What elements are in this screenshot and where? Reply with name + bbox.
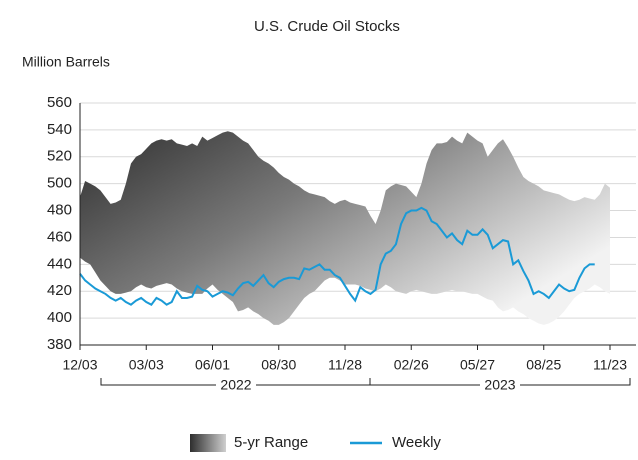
y-tick-label: 520: [47, 148, 72, 165]
y-tick-label: 480: [47, 202, 72, 219]
y-tick-label: 420: [47, 282, 72, 299]
year-label: 2023: [484, 377, 515, 393]
x-tick-label: 03/03: [129, 357, 164, 373]
legend-swatch: [190, 434, 226, 452]
y-tick-label: 560: [47, 94, 72, 111]
x-tick-label: 12/03: [62, 357, 97, 373]
year-label: 2022: [220, 377, 251, 393]
y-tick-label: 540: [47, 121, 72, 138]
y-tick-label: 400: [47, 309, 72, 326]
chart-title: U.S. Crude Oil Stocks: [254, 18, 400, 35]
y-tick-label: 440: [47, 255, 72, 272]
x-tick-label: 05/27: [460, 357, 495, 373]
bracket-2023: [370, 378, 631, 386]
year-label-bg: [480, 377, 520, 393]
legend-label: Weekly: [392, 434, 441, 451]
y-tick-label: 460: [47, 228, 72, 245]
x-tick-label: 11/23: [593, 357, 627, 373]
x-tick-label: 08/25: [526, 357, 561, 373]
x-tick-label: 08/30: [261, 357, 296, 373]
year-brackets: [100, 378, 631, 386]
weekly-line: [79, 206, 595, 306]
legend-label: 5-yr Range: [234, 434, 308, 451]
x-tick-label: 06/01: [195, 357, 230, 373]
x-tick-label: 02/26: [394, 357, 429, 373]
year-label-bg: [216, 377, 256, 393]
range-band: [80, 131, 610, 325]
x-tick-label: 11/28: [328, 357, 362, 373]
y-axis-label: Million Barrels: [22, 54, 110, 70]
y-tick-label: 380: [47, 336, 72, 353]
y-tick-label: 500: [47, 175, 72, 192]
